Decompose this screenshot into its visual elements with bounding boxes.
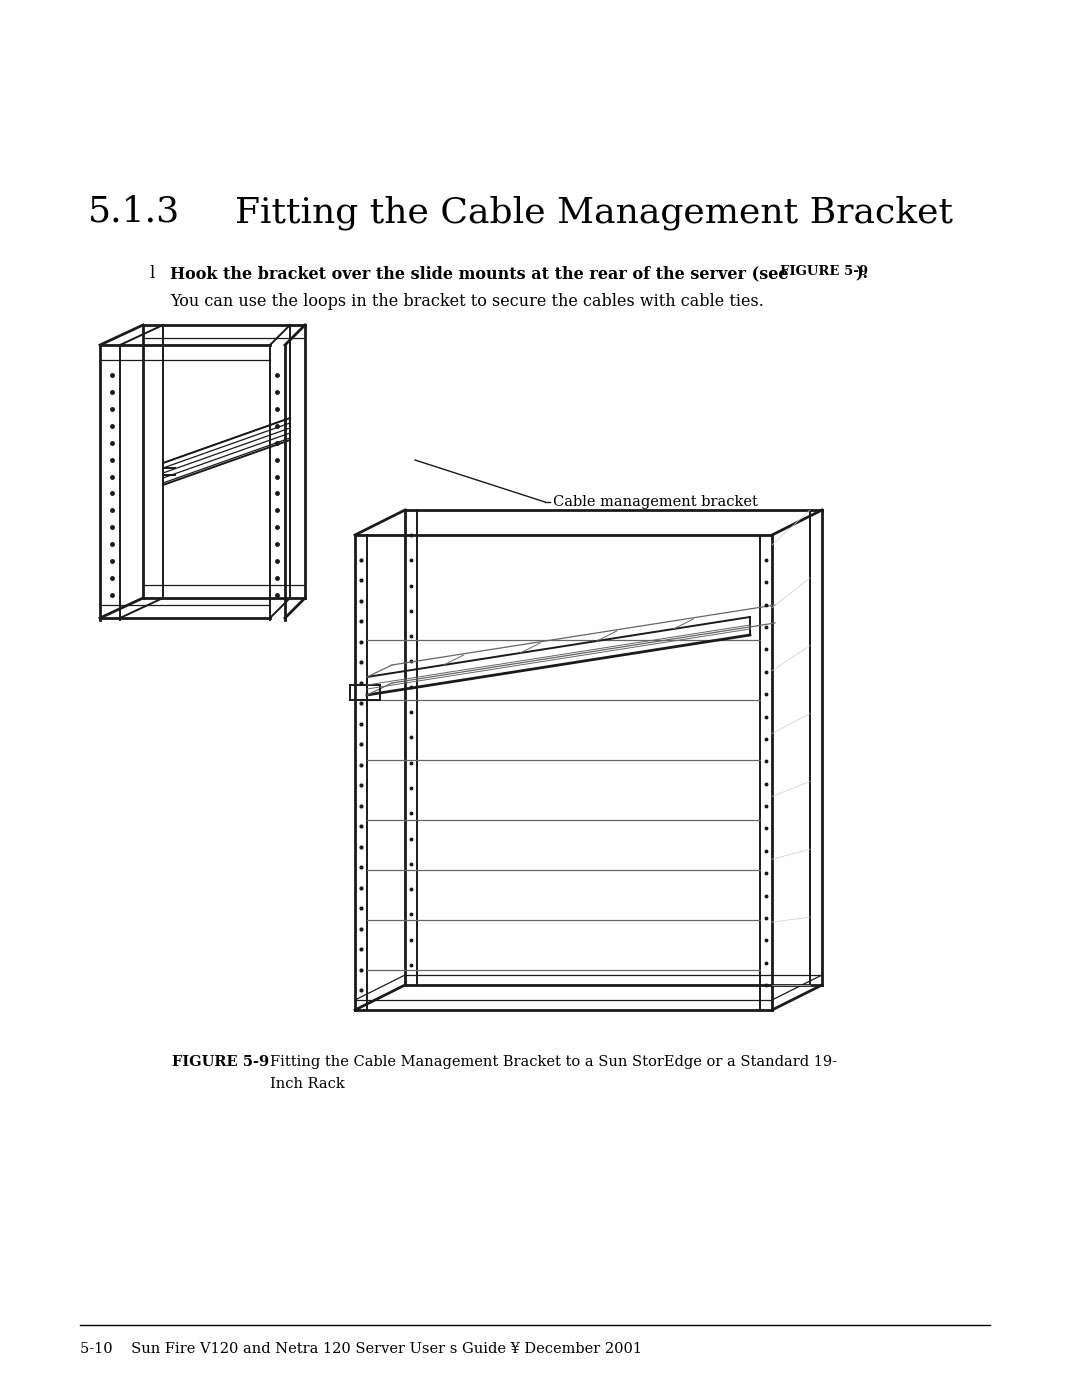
Text: Fitting the Cable Management Bracket: Fitting the Cable Management Bracket [235,196,953,229]
Text: You can use the loops in the bracket to secure the cables with cable ties.: You can use the loops in the bracket to … [170,293,764,310]
Text: Fitting the Cable Management Bracket to a Sun StorEdge or a Standard 19-: Fitting the Cable Management Bracket to … [270,1055,837,1069]
Text: 5.1.3: 5.1.3 [87,196,180,229]
Text: FIGURE 5-9: FIGURE 5-9 [780,265,868,278]
Text: l: l [150,265,156,282]
Text: Inch Rack: Inch Rack [270,1077,345,1091]
Text: Hook the bracket over the slide mounts at the rear of the server (see: Hook the bracket over the slide mounts a… [170,265,794,282]
Text: ).: ). [855,265,868,282]
Text: FIGURE 5-9: FIGURE 5-9 [172,1055,269,1069]
Text: Cable management bracket: Cable management bracket [553,495,758,509]
Text: 5-10    Sun Fire V120 and Netra 120 Server User s Guide ¥ December 2001: 5-10 Sun Fire V120 and Netra 120 Server … [80,1343,642,1356]
